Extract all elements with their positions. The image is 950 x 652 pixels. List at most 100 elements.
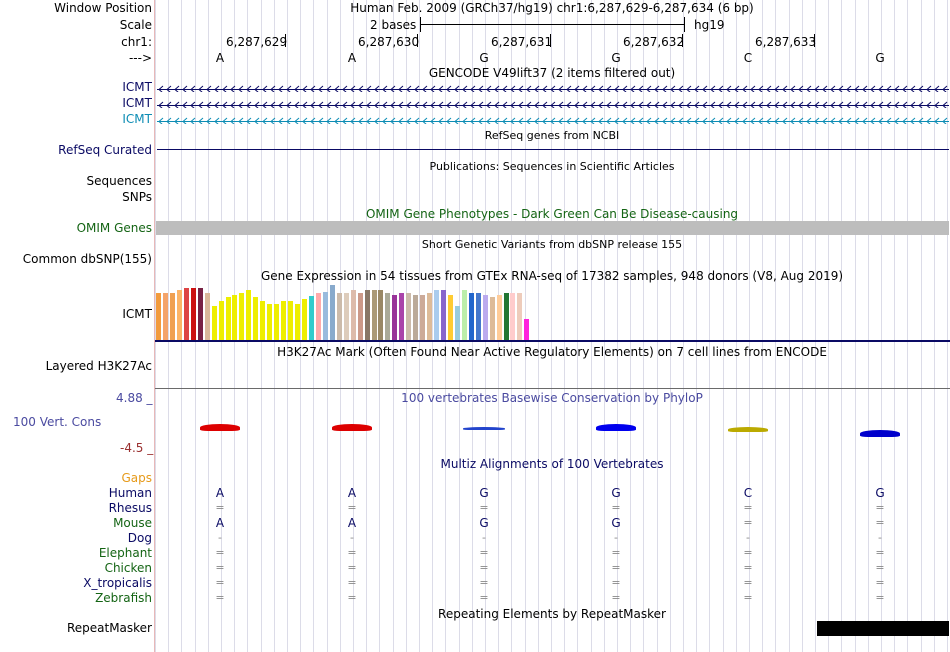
publications-sequences-label[interactable]: Sequences — [86, 174, 152, 188]
gtex-tissue-bar[interactable] — [413, 295, 419, 340]
gtex-tissue-bar[interactable] — [420, 295, 426, 340]
refseq-title[interactable]: RefSeq genes from NCBI — [484, 129, 620, 142]
gtex-tissue-bar[interactable] — [447, 295, 453, 340]
chrom-label[interactable]: chr1: — [121, 35, 152, 49]
gtex-tissue-bar[interactable] — [343, 293, 349, 340]
phylop-logo[interactable]: A — [332, 424, 372, 431]
gtex-tissue-bar[interactable] — [253, 297, 259, 340]
gtex-title[interactable]: Gene Expression in 54 tissues from GTEx … — [260, 269, 844, 283]
gtex-tissue-bar[interactable] — [434, 290, 439, 340]
gtex-tissue-bar[interactable] — [440, 290, 446, 340]
dbsnp-label[interactable]: Common dbSNP(155) — [22, 252, 152, 266]
gtex-tissue-bar[interactable] — [454, 306, 460, 340]
gtex-tissue-bar[interactable] — [295, 304, 300, 340]
gtex-tissue-bar[interactable] — [357, 293, 363, 340]
gtex-tissue-bar[interactable] — [274, 304, 280, 340]
repeatmasker-label[interactable]: RepeatMasker — [66, 621, 152, 635]
gencode-gene-label[interactable]: ICMT — [122, 80, 152, 94]
strand-label[interactable]: ---> — [128, 51, 152, 65]
gtex-tissue-bar[interactable] — [461, 290, 467, 340]
h3k27ac-title[interactable]: H3K27Ac Mark (Often Found Near Active Re… — [277, 345, 827, 359]
gtex-tissue-bar[interactable] — [260, 301, 266, 340]
phylop-logo[interactable]: G — [463, 427, 505, 430]
gtex-tissue-bar[interactable] — [364, 290, 370, 340]
gtex-tissue-bar[interactable] — [156, 293, 161, 340]
gtex-tissue-bar[interactable] — [489, 297, 495, 340]
gencode-gene-arrows[interactable] — [157, 83, 949, 92]
multiz-species-label[interactable]: Elephant — [98, 546, 152, 560]
publications-title[interactable]: Publications: Sequences in Scientific Ar… — [429, 160, 675, 173]
gtex-tissue-bar[interactable] — [267, 304, 273, 340]
h3k27ac-label[interactable]: Layered H3K27Ac — [45, 359, 152, 373]
gtex-tissue-bar[interactable] — [308, 296, 314, 340]
gtex-tissue-bar[interactable] — [392, 295, 398, 340]
omim-label[interactable]: OMIM Genes — [76, 221, 152, 235]
dbsnp-title[interactable]: Short Genetic Variants from dbSNP releas… — [421, 238, 683, 251]
omim-gene-block[interactable] — [156, 221, 949, 235]
multiz-title[interactable]: Multiz Alignments of 100 Vertebrates — [440, 457, 664, 471]
multiz-species-label[interactable]: Zebrafish — [95, 591, 152, 605]
gtex-tissue-bar[interactable] — [427, 293, 433, 340]
multiz-species-label[interactable]: Chicken — [104, 561, 152, 575]
gtex-tissue-bar[interactable] — [315, 293, 321, 340]
gencode-title[interactable]: GENCODE V49lift37 (2 items filtered out) — [428, 66, 676, 80]
multiz-species-label[interactable]: Mouse — [113, 516, 152, 530]
multiz-species-label[interactable]: Rhesus — [108, 501, 152, 515]
gtex-tissue-bar[interactable] — [232, 295, 238, 340]
phylop-logo[interactable]: G — [596, 424, 636, 431]
gencode-gene-label[interactable]: ICMT — [122, 96, 152, 110]
multiz-species-label[interactable]: X_tropicalis — [83, 576, 152, 590]
gtex-tissue-bar[interactable] — [496, 295, 502, 340]
gtex-tissue-bar[interactable] — [524, 319, 530, 340]
gencode-gene-arrows[interactable] — [157, 115, 949, 124]
gtex-tissue-bar[interactable] — [288, 301, 294, 340]
gtex-tissue-bar[interactable] — [475, 293, 481, 340]
gencode-gene-arrows[interactable] — [157, 99, 949, 108]
phylop-logo[interactable]: A — [200, 424, 240, 431]
gtex-tissue-bar[interactable] — [162, 293, 168, 340]
gtex-tissue-bar[interactable] — [218, 301, 224, 340]
gtex-tissue-bar[interactable] — [385, 293, 391, 340]
phylop-title[interactable]: 100 vertebrates Basewise Conservation by… — [401, 391, 703, 405]
gtex-tissue-bar[interactable] — [183, 288, 189, 340]
window-position-label[interactable]: Window Position — [54, 1, 152, 15]
phylop-label[interactable]: 100 Vert. Cons — [13, 415, 102, 429]
gtex-tissue-bar[interactable] — [336, 293, 342, 340]
gtex-tissue-bar[interactable] — [399, 293, 405, 340]
gtex-tissue-bar[interactable] — [371, 290, 377, 340]
multiz-species-label[interactable]: Human — [108, 486, 152, 500]
gtex-tissue-bar[interactable] — [204, 293, 210, 340]
publications-snps-label[interactable]: SNPs — [122, 190, 152, 204]
gtex-tissue-bar[interactable] — [239, 293, 245, 340]
multiz-gaps-label[interactable]: Gaps — [121, 471, 152, 485]
gtex-tissue-bar[interactable] — [378, 290, 384, 340]
gtex-tissue-bar[interactable] — [350, 290, 356, 340]
gtex-tissue-bar[interactable] — [517, 293, 523, 340]
gencode-gene-label[interactable]: ICMT — [122, 112, 152, 126]
phylop-logo[interactable]: C — [728, 427, 768, 432]
gtex-tissue-bar[interactable] — [225, 297, 231, 340]
gtex-tissue-bar[interactable] — [246, 290, 252, 340]
gtex-tissue-bar[interactable] — [211, 306, 217, 340]
gtex-tissue-bar[interactable] — [190, 288, 196, 340]
repeatmasker-title[interactable]: Repeating Elements by RepeatMasker — [438, 607, 666, 621]
gtex-tissue-bar[interactable] — [503, 293, 509, 340]
repeatmasker-element[interactable] — [817, 621, 949, 636]
scale-label[interactable]: Scale — [119, 18, 152, 32]
multiz-species-label[interactable]: Dog — [127, 531, 152, 545]
omim-title[interactable]: OMIM Gene Phenotypes - Dark Green Can Be… — [365, 207, 739, 221]
gtex-tissue-bar[interactable] — [482, 295, 488, 340]
phylop-logo[interactable]: G — [860, 430, 900, 437]
gtex-tissue-bar[interactable] — [281, 301, 287, 340]
gtex-tissue-bar[interactable] — [302, 299, 307, 340]
gtex-tissue-bar[interactable] — [322, 292, 328, 340]
gtex-tissue-bar[interactable] — [169, 293, 175, 340]
gtex-tissue-bar[interactable] — [176, 290, 182, 340]
gtex-tissue-bar[interactable] — [406, 293, 412, 340]
gtex-tissue-bar[interactable] — [510, 293, 516, 340]
refseq-label[interactable]: RefSeq Curated — [58, 143, 152, 157]
gtex-tissue-bar[interactable] — [197, 288, 203, 340]
gtex-tissue-bar[interactable] — [468, 293, 474, 340]
refseq-gene-line[interactable] — [157, 149, 949, 150]
gtex-label[interactable]: ICMT — [122, 307, 152, 321]
